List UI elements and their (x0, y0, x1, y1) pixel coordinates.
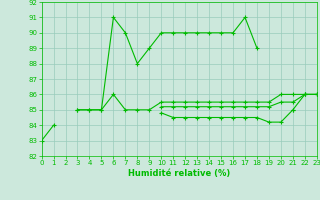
X-axis label: Humidité relative (%): Humidité relative (%) (128, 169, 230, 178)
